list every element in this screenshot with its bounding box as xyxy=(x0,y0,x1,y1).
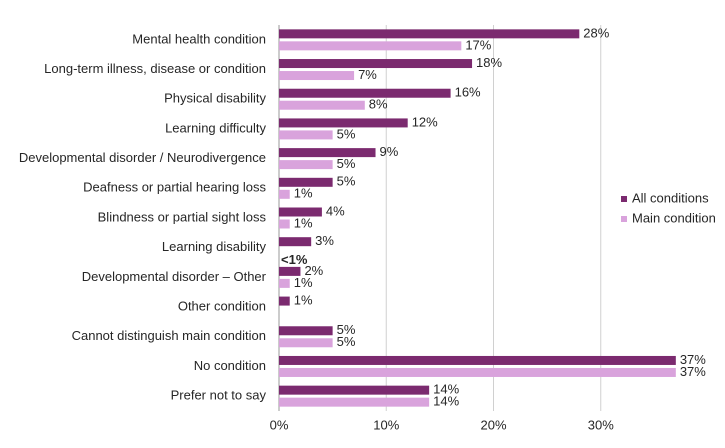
value-label: 5% xyxy=(337,126,356,141)
y-tick-label: Developmental disorder – Other xyxy=(82,269,267,284)
value-label: 5% xyxy=(337,174,356,189)
bar xyxy=(279,278,290,288)
value-label: 9% xyxy=(380,144,399,159)
value-label: 4% xyxy=(326,203,345,218)
y-tick-label: Mental health condition xyxy=(132,31,266,46)
x-tick-label: 30% xyxy=(588,417,614,432)
value-label: 14% xyxy=(433,382,459,397)
bar xyxy=(279,296,290,306)
bar xyxy=(279,160,333,170)
value-label: 18% xyxy=(476,55,502,70)
legend-swatch xyxy=(621,196,627,202)
legend-label: All conditions xyxy=(632,190,709,205)
value-label: 16% xyxy=(455,85,481,100)
bar xyxy=(279,59,473,69)
bar xyxy=(279,326,333,336)
bar xyxy=(279,88,451,98)
y-tick-label: Other condition xyxy=(178,299,266,314)
annotation: <1% xyxy=(281,252,308,267)
value-label: 1% xyxy=(294,293,313,308)
bar xyxy=(279,338,333,348)
y-tick-label: Learning disability xyxy=(162,239,267,254)
bar xyxy=(279,29,580,39)
value-label: 5% xyxy=(337,156,356,171)
value-label: 1% xyxy=(294,215,313,230)
legend-swatch xyxy=(621,216,627,222)
value-label: 37% xyxy=(680,364,706,379)
value-label: 5% xyxy=(337,334,356,349)
bar xyxy=(279,100,365,110)
x-tick-label: 10% xyxy=(373,417,399,432)
y-tick-label: Long-term illness, disease or condition xyxy=(44,61,266,76)
y-tick-label: Physical disability xyxy=(164,91,266,106)
value-label: 1% xyxy=(294,275,313,290)
bar xyxy=(279,207,322,217)
legend-label: Main condition xyxy=(632,210,716,225)
value-label: 14% xyxy=(433,394,459,409)
bar xyxy=(279,367,676,377)
value-label: 1% xyxy=(294,186,313,201)
bar xyxy=(279,355,676,365)
value-label: 37% xyxy=(680,352,706,367)
bar xyxy=(279,177,333,187)
y-tick-label: Learning difficulty xyxy=(165,120,266,135)
y-tick-label: Deafness or partial hearing loss xyxy=(83,180,266,195)
y-tick-label: Cannot distinguish main condition xyxy=(72,328,266,343)
value-label: 8% xyxy=(369,97,388,112)
bar xyxy=(279,266,301,276)
bar xyxy=(279,118,408,128)
value-label: 12% xyxy=(412,114,438,129)
value-label: 2% xyxy=(304,263,323,278)
bar xyxy=(279,71,355,81)
value-label: 3% xyxy=(315,233,334,248)
x-tick-label: 0% xyxy=(270,417,289,432)
y-tick-label: No condition xyxy=(194,358,266,373)
y-tick-label: Developmental disorder / Neurodivergence xyxy=(19,150,266,165)
value-label: 7% xyxy=(358,67,377,82)
bar xyxy=(279,397,430,407)
bar xyxy=(279,219,290,229)
y-tick-label: Blindness or partial sight loss xyxy=(98,209,267,224)
bar xyxy=(279,237,312,247)
bar xyxy=(279,130,333,140)
bar xyxy=(279,148,376,158)
x-tick-label: 20% xyxy=(480,417,506,432)
bar xyxy=(279,41,462,51)
y-tick-label: Prefer not to say xyxy=(171,388,267,403)
value-label: 28% xyxy=(583,25,609,40)
value-label: 17% xyxy=(465,37,491,52)
bar xyxy=(279,189,290,199)
bar xyxy=(279,385,430,395)
value-label: 5% xyxy=(337,322,356,337)
